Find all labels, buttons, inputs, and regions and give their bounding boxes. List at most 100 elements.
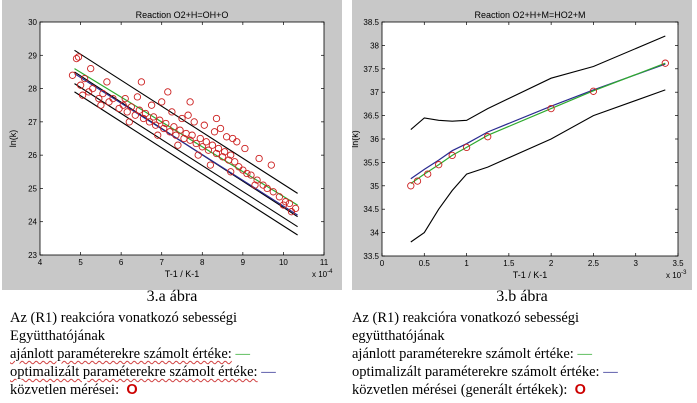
chart-a-xtick-label: 5 [78,258,83,267]
chart-a-marker [139,114,148,123]
chart-b-xtick-label: 0 [380,259,385,268]
chart-a-marker [170,123,178,131]
chart-a-marker [151,121,160,129]
chart-b-ytick-label: 36.5 [363,112,379,121]
chart-b-x-multiplier: x 10-3 [666,270,687,280]
chart-a-svg: Reaction O2+H=OH+O T-1 / K-1 ln(k) x 10-4 4 5… [8,10,333,279]
chart-a-title: Reaction O2+H=OH+O [136,10,229,20]
chart-a-marker [212,149,221,158]
chart-a-marker [231,158,239,166]
chart-a-ytick-label: 27 [28,118,37,127]
chart-b-series-line-0 [410,35,666,131]
chart-a-marker [176,126,184,134]
chart-a-marker [204,146,213,154]
figure-label-b: 3.b ábra [496,288,548,305]
chart-a-marker [131,111,139,119]
chart-a-ytick-label: 29 [28,51,37,60]
caption-b-line4-text: optimalizált paraméterekre számolt érték… [352,364,600,380]
chart-b-marker [484,133,492,141]
chart-a-marker [89,84,97,93]
chart-a-marker [74,53,83,61]
chart-b-x-multiplier-exp: -3 [681,270,687,276]
chart-a-ytick-label: 24 [28,218,37,227]
chart-a-xtick-label: 10 [279,258,288,267]
chart-b-marker [462,143,471,152]
chart-a-marker [253,176,261,184]
chart-b-ytick-label: 38.5 [363,18,379,27]
chart-a-series-line-3 [74,91,298,236]
chart-a-marker [137,78,146,86]
caption-b-line1: Az (R1) reakcióra vonatkozó sebességi [352,310,580,326]
chart-b-svg: Reaction O2+H+M=HO2+M T-1 / K-1 ln(k) x 10-… [352,10,687,280]
chart-a-marker [78,91,87,99]
chart-b-xtick-label: 0.5 [419,259,431,268]
chart-a-marker [178,114,186,123]
chart-a-marker [267,161,275,169]
chart-b-plot-area [381,21,679,257]
chart-b-xtick-label: 1.5 [503,259,515,268]
legend-blue-symbol-a: — [261,364,276,380]
chart-b-marker [661,59,669,67]
chart-a-marker [279,201,288,209]
chart-a-marker [156,116,164,124]
caption-a-line4-text: optimalizált paraméterekre számolt érték… [10,364,258,380]
chart-a-marker [198,143,206,151]
chart-a-marker [154,131,162,139]
chart-b-xtick-label: 2 [549,259,554,268]
chart-b-ytick-label: 37 [370,88,379,97]
chart-panel-b: Reaction O2+H+M=HO2+M T-1 / K-1 ln(k) x 10-… [352,0,692,290]
chart-a-marker [68,71,77,79]
chart-a-marker [216,124,225,133]
chart-a-marker [76,81,85,89]
chart-a-marker [247,171,255,179]
chart-a-marker [255,154,263,163]
chart-b-xlabel: T-1 / K-1 [513,270,548,280]
caption-a-line4: optimalizált paraméterekre számolt érték… [10,363,276,381]
chart-b-marker [413,177,422,185]
chart-a-marker [194,151,202,159]
caption-b-line3: ajánlott paraméterekre számolt értéke: — [352,345,618,363]
caption-a-line5: közvetlen mérései: O [10,381,276,399]
chart-a-marker [174,141,182,149]
chart-b-marker [435,161,443,169]
chart-b-ytick-label: 37.5 [363,65,379,74]
caption-a-line3-text: ajánlott paraméterekre számolt értéke: [10,346,232,362]
chart-b-ytick-label: 33.5 [363,252,379,261]
chart-a-marker [214,144,223,153]
chart-a-x-multiplier: x 10-4 [312,269,333,279]
chart-a-marker [123,108,131,116]
chart-a-marker [72,54,81,63]
chart-a-xtick-label: 9 [241,258,246,267]
legend-green-symbol-a: — [235,346,250,362]
legend-blue-symbol-b: — [603,364,618,380]
chart-a-marker [208,141,217,149]
chart-a-plot-area [39,21,325,256]
chart-b-xtick-label: 3.5 [672,259,684,268]
chart-a-marker [97,101,105,109]
chart-a-marker [190,118,198,126]
chart-a-ytick-label: 23 [28,251,37,260]
chart-b-xtick-label: 3 [633,259,638,268]
caption-a: Az (R1) reakcióra vonatkozó sebességi Eg… [10,309,276,399]
chart-a-marker [218,153,227,161]
chart-a-xtick-label: 4 [38,258,43,267]
chart-b-marker [424,170,432,178]
chart-b-ytick-label: 34.5 [363,205,379,214]
caption-b-line2: együtthatójának [352,328,445,344]
caption-b-line4: optimalizált paraméterekre számolt érték… [352,363,618,381]
chart-a-marker [164,88,172,96]
chart-a-marker [80,74,89,83]
chart-b-series-line-2 [410,63,666,180]
legend-green-symbol-b: — [577,346,592,362]
chart-a-marker [210,128,219,136]
chart-a-marker [162,119,170,128]
chart-a-ytick-label: 28 [28,85,37,94]
chart-b-series-line-1 [410,89,666,243]
chart-a-marker [269,188,277,196]
chart-a-marker [243,169,251,178]
chart-b-marker [407,182,415,190]
chart-a-xtick-label: 6 [119,258,124,267]
caption-b-line3-text: ajánlott paraméterekre számolt értéke: [352,346,574,362]
chart-a-marker [125,118,133,126]
chart-a-ytick-label: 26 [28,151,37,160]
